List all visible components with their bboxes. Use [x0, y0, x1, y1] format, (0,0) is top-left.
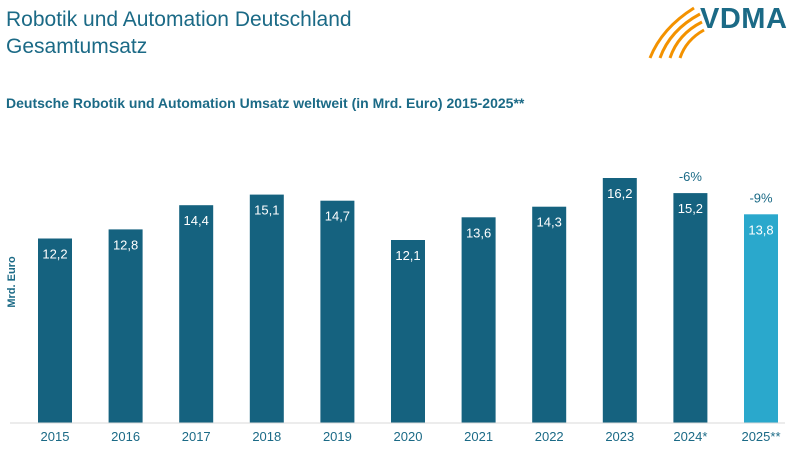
bar-value-label: 12,8: [113, 237, 138, 252]
page-title: Robotik und Automation Deutschland: [6, 8, 352, 31]
x-tick-label: 2022: [535, 429, 564, 444]
vdma-logo-icon: [648, 6, 705, 59]
bar-value-label: 15,2: [678, 201, 703, 216]
bar-value-label: 14,4: [184, 213, 209, 228]
bar-value-label: 16,2: [607, 186, 632, 201]
bar-2015: [38, 238, 72, 423]
bar-2021: [461, 217, 496, 423]
x-tick-label: 2015: [41, 429, 70, 444]
bar-value-label: 14,3: [537, 215, 562, 230]
x-tick-label: 2019: [323, 429, 352, 444]
x-tick-label: 2016: [111, 429, 140, 444]
bar-2025: [744, 214, 778, 423]
bar-value-label: 13,6: [466, 225, 491, 240]
bar-value-label: 15,1: [254, 203, 279, 218]
x-tick-label: 2025**: [741, 429, 780, 444]
chart-title: Deutsche Robotik und Automation Umsatz w…: [6, 95, 525, 111]
x-tick-label: 2020: [394, 429, 423, 444]
bar-2024: [673, 193, 708, 423]
x-tick-label: 2017: [182, 429, 211, 444]
y-axis-label: Mrd. Euro: [6, 256, 18, 308]
x-tick-label: 2021: [464, 429, 493, 444]
x-tick-label: 2018: [252, 429, 281, 444]
change-annotation: -6%: [679, 169, 703, 184]
bar-2017: [179, 205, 214, 423]
bar-value-label: 14,7: [325, 209, 350, 224]
x-tick-label: 2024*: [673, 429, 707, 444]
change-annotation: -9%: [749, 190, 773, 205]
bar-2019: [320, 200, 355, 423]
bar-value-label: 13,8: [748, 222, 773, 237]
x-tick-label: 2023: [605, 429, 634, 444]
vdma-logo-text: VDMA: [700, 3, 788, 35]
bar-value-label: 12,1: [395, 248, 420, 263]
chart-labels: 12,2 2015 12,8 2016 14,4 2017 15,1 2018 14,7 2019…: [41, 169, 781, 444]
bar-2018: [249, 194, 284, 423]
bar-2023: [602, 178, 637, 423]
bar-2022: [532, 206, 567, 423]
bar-value-label: 12,2: [42, 247, 67, 262]
chart-title-block: Robotik und Automation Deutschland Gesam…: [6, 6, 352, 60]
page-subtitle: Gesamtumsatz: [6, 35, 148, 58]
bar-2020: [391, 240, 425, 423]
chart-bars: [38, 178, 778, 423]
bar-2016: [108, 229, 143, 423]
